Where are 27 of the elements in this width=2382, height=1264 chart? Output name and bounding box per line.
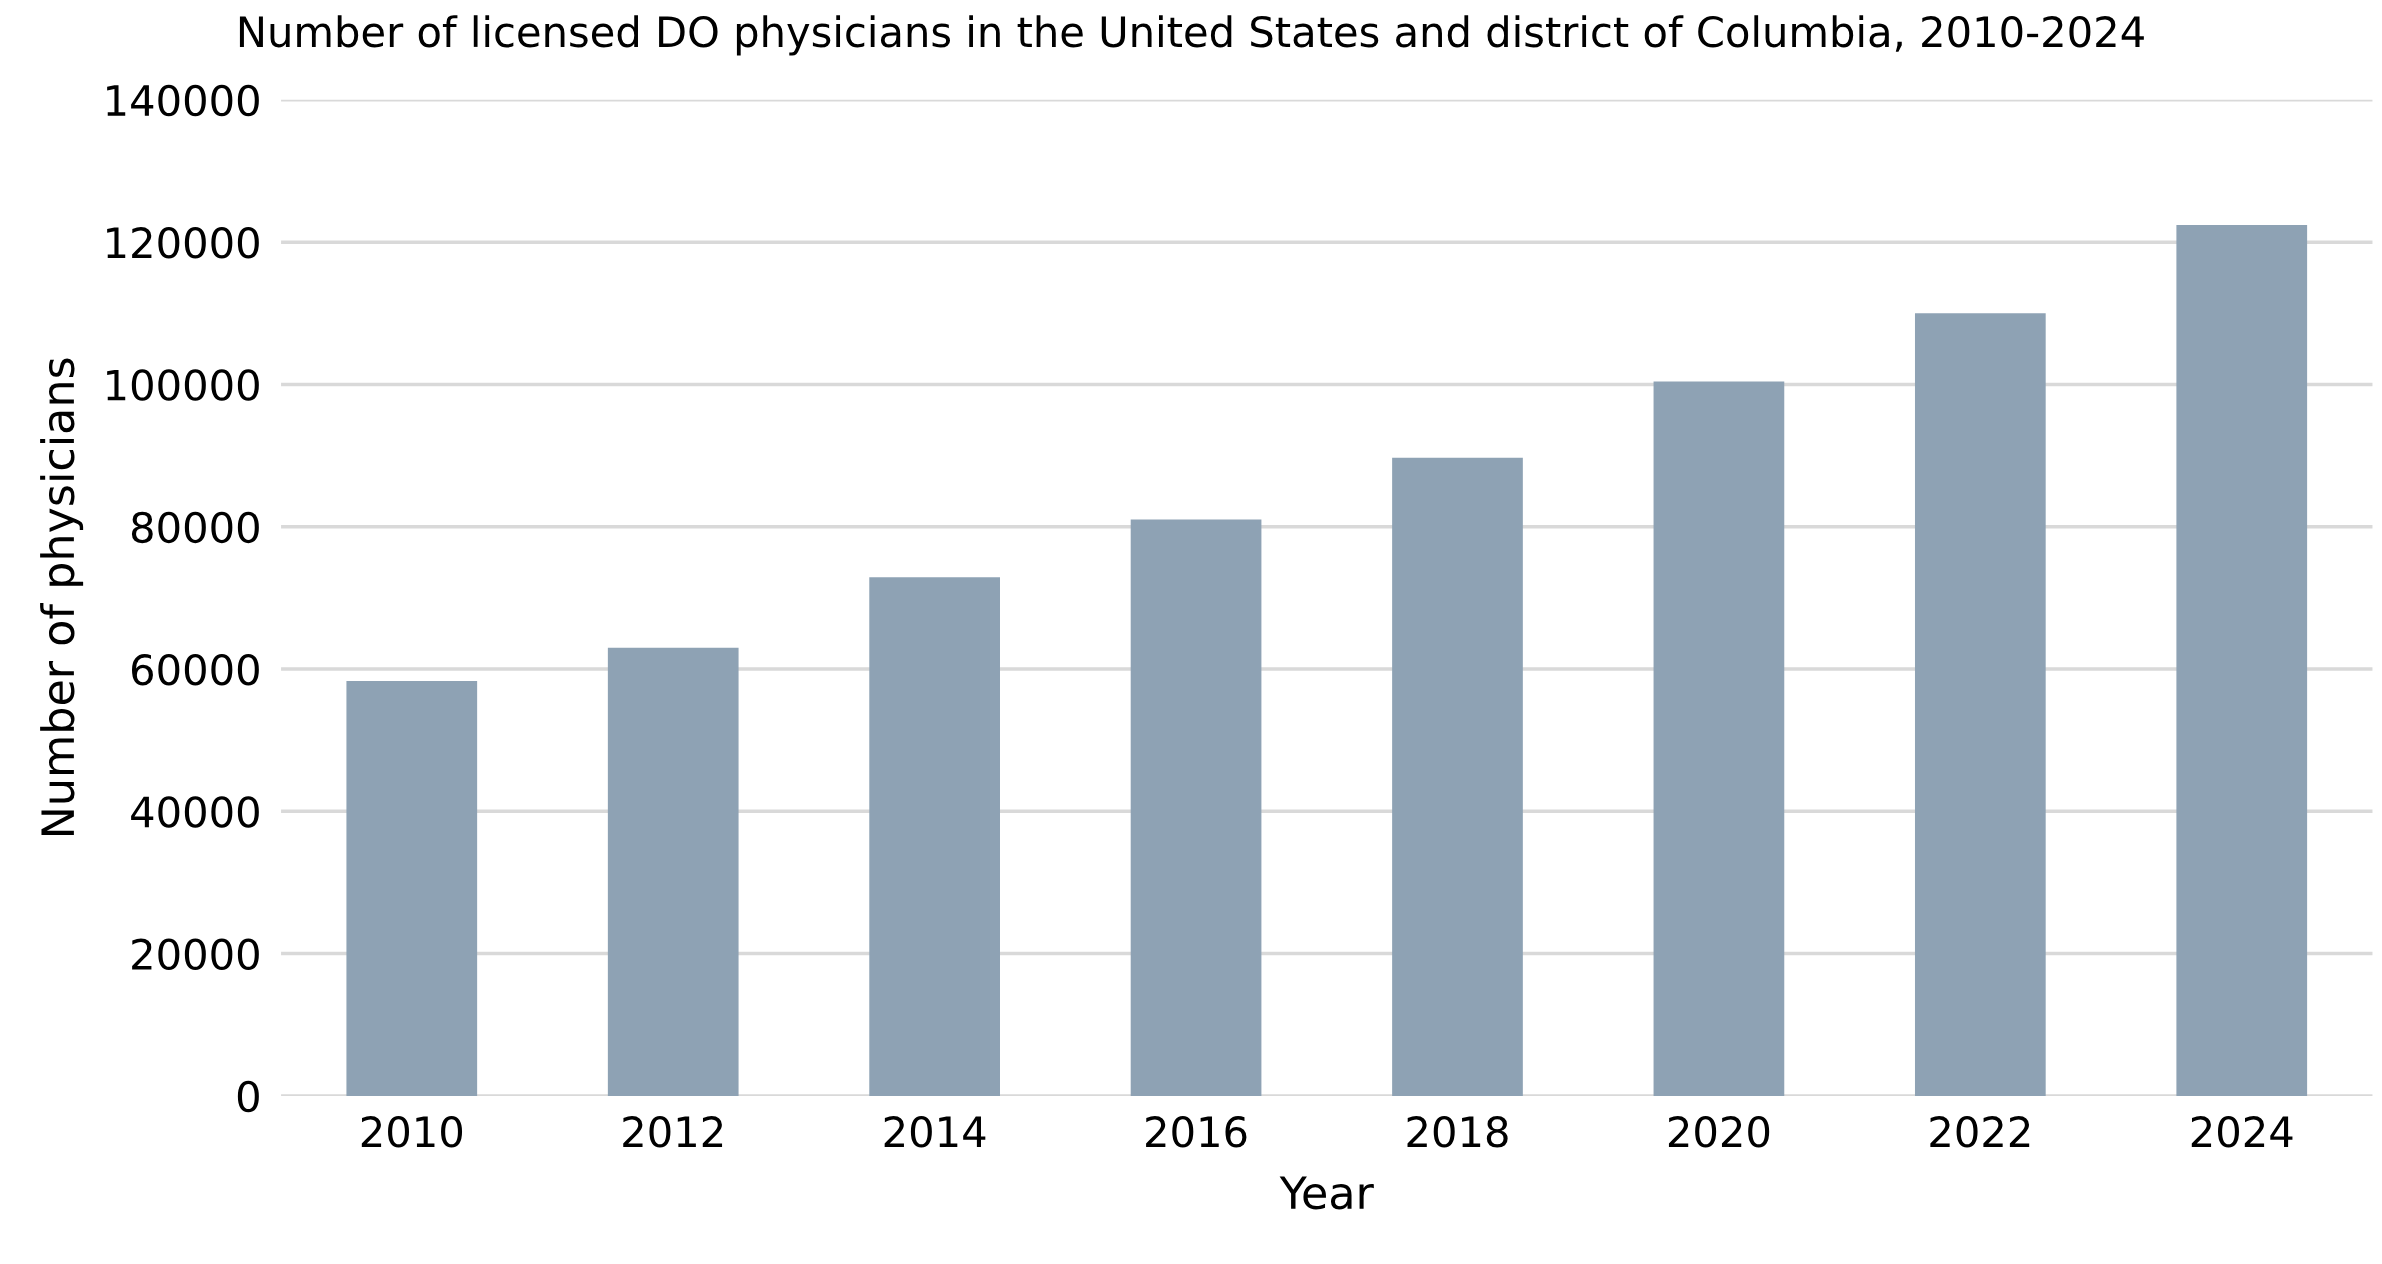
x-tick-label: 2022 xyxy=(1930,1116,2030,1148)
x-axis-title: Year xyxy=(1279,1176,1374,1210)
bar xyxy=(1653,381,1785,1096)
y-tick-label: 100000 xyxy=(107,369,259,401)
y-axis-title: Number of physicians xyxy=(40,358,84,836)
y-tick-label: 20000 xyxy=(132,938,259,971)
bar xyxy=(2176,225,2308,1096)
x-tick-label: 2012 xyxy=(623,1116,723,1148)
chart-title: Number of licensed DO physicians in the United States and district of Columbia, 2010-2024 xyxy=(239,15,2144,56)
x-tick-label: 2014 xyxy=(884,1116,986,1148)
x-tick-label: 2024 xyxy=(2191,1116,2293,1148)
y-tick-label: 0 xyxy=(237,1080,259,1113)
bar xyxy=(1130,519,1262,1096)
x-tick-label: 2016 xyxy=(1146,1116,1247,1148)
bar xyxy=(1914,313,2046,1096)
y-tick-label: 140000 xyxy=(107,84,259,117)
y-tick-label: 120000 xyxy=(107,227,259,259)
x-tick-label: 2020 xyxy=(1668,1116,1770,1148)
y-tick-label: 60000 xyxy=(131,653,259,686)
x-tick-label: 2010 xyxy=(361,1116,463,1148)
x-tick-label: 2018 xyxy=(1407,1116,1508,1148)
bar xyxy=(869,577,1000,1096)
y-tick-label: 40000 xyxy=(131,796,259,828)
bar xyxy=(1392,457,1523,1096)
bar xyxy=(607,647,739,1096)
y-tick-label: 80000 xyxy=(131,511,259,544)
bar xyxy=(346,681,478,1096)
